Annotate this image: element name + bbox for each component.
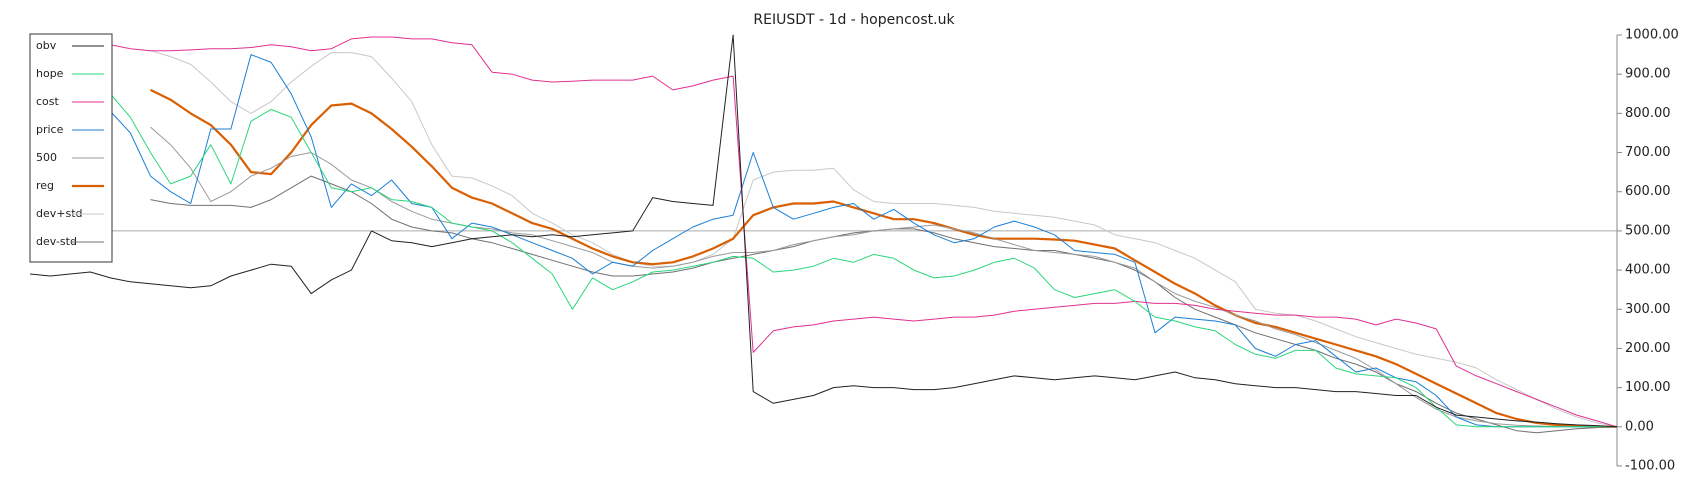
y-tick-label: -100.00 xyxy=(1625,459,1675,474)
legend-label: obv xyxy=(36,39,57,52)
y-tick-label: 800.00 xyxy=(1625,106,1671,121)
y-tick-label: 1000.00 xyxy=(1625,28,1679,43)
series-line xyxy=(110,54,1617,428)
legend-label: dev-std xyxy=(36,235,77,248)
series-line xyxy=(110,93,1617,428)
series-line xyxy=(150,50,1618,428)
legend-label: cost xyxy=(36,95,60,108)
y-tick-label: 300.00 xyxy=(1625,302,1671,317)
y-tick-label: 100.00 xyxy=(1625,380,1671,395)
legend-label: price xyxy=(36,123,64,136)
series-line xyxy=(29,34,1618,428)
y-tick-label: 500.00 xyxy=(1625,223,1671,238)
y-tick-label: 900.00 xyxy=(1625,67,1671,82)
legend-label: hope xyxy=(36,67,64,80)
chart-title: REIUSDT - 1d - hopencost.uk xyxy=(753,12,955,28)
series-line xyxy=(110,36,1618,428)
legend-label: reg xyxy=(36,179,54,192)
legend-label: 500 xyxy=(36,151,57,164)
series-line xyxy=(150,126,1617,428)
y-tick-label: 700.00 xyxy=(1625,145,1671,160)
y-tick-label: 600.00 xyxy=(1625,184,1671,199)
legend-box xyxy=(29,33,113,263)
legend-label: dev+std xyxy=(36,207,83,220)
series-line xyxy=(150,88,1617,428)
y-tick-label: 200.00 xyxy=(1625,341,1671,356)
y-tick-label: 400.00 xyxy=(1625,263,1671,278)
y-tick-label: 0.00 xyxy=(1625,419,1654,434)
legend: obv hope cost price 500 reg dev+std dev-std xyxy=(29,33,113,263)
